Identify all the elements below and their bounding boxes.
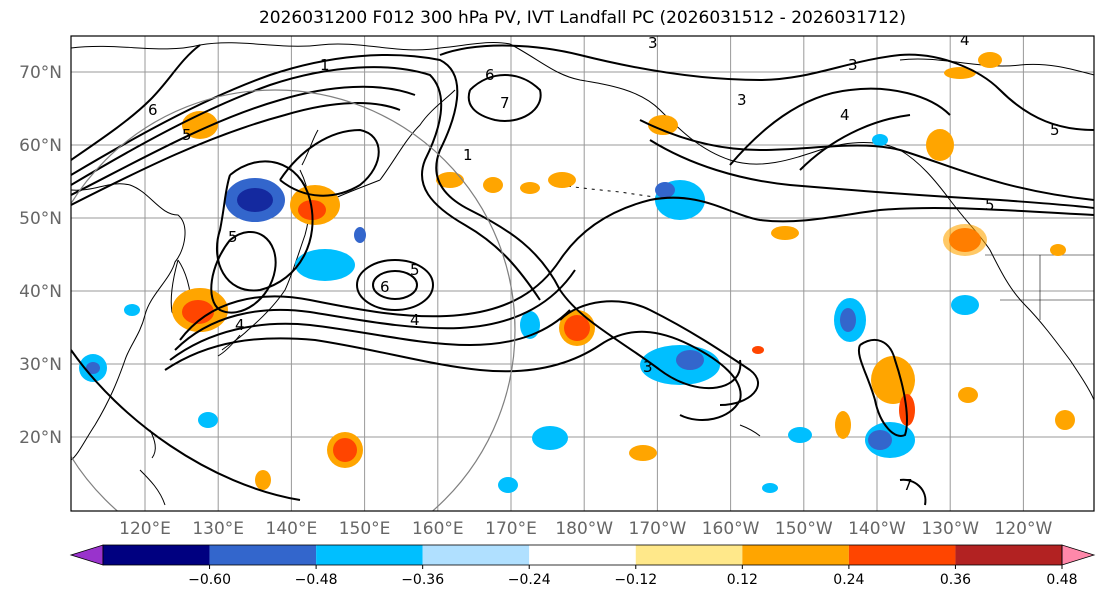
- lon-label: 120°W: [995, 519, 1053, 539]
- svg-text:3: 3: [648, 34, 658, 52]
- colorbar-label: 0.24: [833, 572, 864, 588]
- lon-label: 150°E: [339, 519, 391, 539]
- colorbar-label: 0.12: [727, 572, 758, 588]
- svg-text:6: 6: [380, 278, 390, 296]
- radius-circle: [71, 89, 516, 511]
- lat-label: 30°N: [19, 355, 62, 375]
- pv-contours: [71, 44, 1094, 506]
- colorbar-segment: [635, 545, 743, 565]
- colorbar-border: [102, 544, 1063, 566]
- colorbar-segment: [529, 545, 636, 565]
- gridlines: [71, 36, 1094, 511]
- lon-label: 120°E: [119, 519, 171, 539]
- colorbar-label: −0.36: [401, 572, 444, 588]
- svg-text:6: 6: [485, 66, 495, 84]
- svg-text:6: 6: [148, 101, 158, 119]
- svg-text:1: 1: [463, 146, 473, 164]
- lon-label: 150°W: [775, 519, 833, 539]
- lat-label: 70°N: [19, 63, 62, 83]
- colorbar-label: 0.36: [940, 572, 971, 588]
- longitude-labels: 120°E 130°E 140°E 150°E 160°E 170°E 180°W 170°W…: [119, 519, 1052, 539]
- colorbar-segment: [422, 545, 530, 565]
- colorbar-segment: [103, 545, 210, 565]
- lat-label: 60°N: [19, 136, 62, 156]
- lon-label: 170°E: [485, 519, 537, 539]
- colorbar-label: −0.12: [614, 572, 657, 588]
- svg-text:7: 7: [500, 94, 510, 112]
- colorbar-segment: [742, 545, 849, 565]
- svg-text:7: 7: [903, 476, 913, 494]
- svg-text:4: 4: [410, 311, 420, 329]
- colorbar: −0.60 −0.48 −0.36 −0.24 −0.12 0.12 0.24 0.36 0.4…: [69, 544, 1096, 588]
- colorbar-extend-high: [1061, 544, 1096, 566]
- svg-text:5: 5: [985, 196, 995, 214]
- map-title: 2026031200 F012 300 hPa PV, IVT Landfall…: [258, 8, 906, 28]
- svg-text:4: 4: [840, 106, 850, 124]
- svg-text:5: 5: [1050, 121, 1060, 139]
- colorbar-label: −0.48: [295, 572, 338, 588]
- colorbar-label: 0.48: [1046, 572, 1077, 588]
- svg-text:3: 3: [643, 358, 653, 376]
- colorbar-label: −0.60: [188, 572, 231, 588]
- latitude-labels: 70°N 60°N 50°N 40°N 30°N 20°N: [19, 63, 62, 448]
- map-area: [71, 36, 1094, 511]
- lat-label: 20°N: [19, 428, 62, 448]
- colorbar-segment: [209, 545, 317, 565]
- map-border: [70, 35, 1095, 512]
- lat-label: 50°N: [19, 209, 62, 229]
- svg-text:3: 3: [737, 91, 747, 109]
- svg-text:4: 4: [235, 316, 245, 334]
- svg-text:5: 5: [228, 228, 238, 246]
- colorbar-segment: [316, 545, 423, 565]
- lon-label: 160°W: [702, 519, 760, 539]
- lon-label: 140°E: [266, 519, 318, 539]
- shaded-anomalies: [79, 52, 1075, 493]
- lon-label: 130°W: [921, 519, 979, 539]
- colorbar-label: −0.24: [508, 572, 551, 588]
- lat-label: 40°N: [19, 282, 62, 302]
- lon-label: 170°W: [629, 519, 687, 539]
- svg-text:1: 1: [320, 56, 330, 74]
- lon-label: 140°W: [848, 519, 906, 539]
- svg-text:3: 3: [848, 56, 858, 74]
- svg-text:5: 5: [410, 261, 420, 279]
- lon-label: 180°W: [555, 519, 613, 539]
- contour-labels: 3 3 3 4 4 4 5 5 5 5 6 6 6 7 7 1 1 3 5 4: [148, 31, 1060, 494]
- colorbar-segment: [955, 545, 1062, 565]
- lon-label: 130°E: [192, 519, 244, 539]
- colorbar-extend-low: [69, 544, 104, 566]
- svg-text:4: 4: [960, 31, 970, 49]
- lon-label: 160°E: [412, 519, 464, 539]
- svg-text:5: 5: [182, 126, 192, 144]
- colorbar-segment: [848, 545, 956, 565]
